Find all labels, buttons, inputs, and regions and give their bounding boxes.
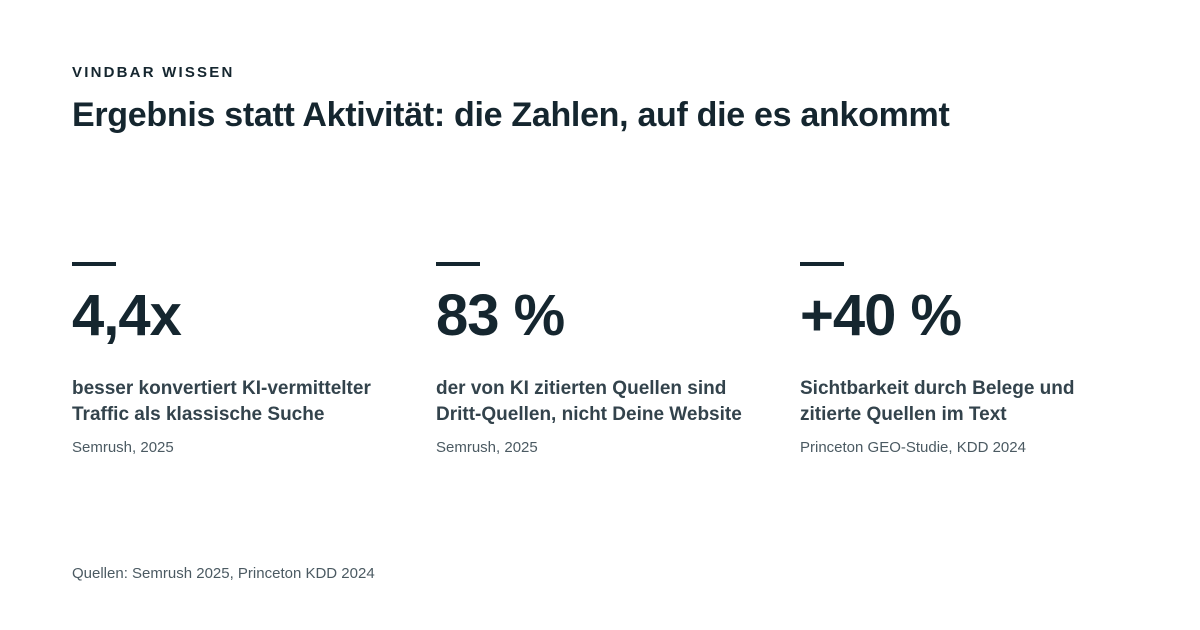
page-title: Ergebnis statt Aktivität: die Zahlen, au… bbox=[72, 96, 950, 134]
footer-sources: Quellen: Semrush 2025, Princeton KDD 202… bbox=[72, 565, 375, 582]
stat-value: +40 % bbox=[800, 283, 962, 348]
stats-row: 4,4x besser konvertiert KI-vermittelter … bbox=[72, 262, 1128, 458]
eyebrow-label: VINDBAR WISSEN bbox=[72, 64, 235, 81]
stat-divider bbox=[800, 262, 844, 266]
stat-description: der von KI zitierten Quellen sind Dritt-… bbox=[436, 378, 742, 425]
stat-description: besser konvertiert KI-vermittelter Traff… bbox=[72, 378, 371, 425]
stat-source: Princeton GEO-Studie, KDD 2024 bbox=[800, 439, 1026, 456]
stat-description: Sichtbarkeit durch Belege und zitierte Q… bbox=[800, 378, 1075, 425]
stat-divider bbox=[436, 262, 480, 266]
stat-item: 4,4x besser konvertiert KI-vermittelter … bbox=[72, 262, 436, 458]
stat-value: 83 % bbox=[436, 283, 565, 348]
stat-divider bbox=[72, 262, 116, 266]
stat-source: Semrush, 2025 bbox=[436, 439, 538, 456]
stat-item: +40 % Sichtbarkeit durch Belege und ziti… bbox=[800, 262, 1164, 458]
stat-source: Semrush, 2025 bbox=[72, 439, 174, 456]
stat-value: 4,4x bbox=[72, 283, 182, 348]
stat-item: 83 % der von KI zitierten Quellen sind D… bbox=[436, 262, 800, 458]
